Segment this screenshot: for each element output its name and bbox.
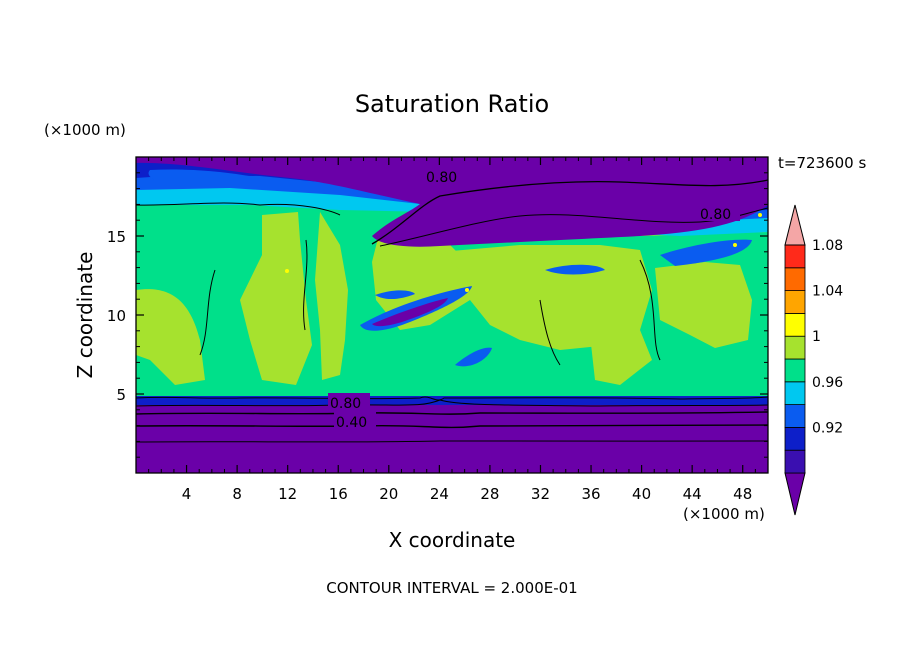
colorbar: 0.92 0.96 1 1.04 1.08 xyxy=(784,204,843,516)
colorbar-cell xyxy=(784,426,806,451)
colorbar-label: 0.96 xyxy=(812,375,843,391)
field-region xyxy=(136,396,768,405)
field-region xyxy=(315,212,348,380)
x-tick-label: 44 xyxy=(683,485,702,503)
field-region xyxy=(148,169,260,185)
x-tick-label: 16 xyxy=(329,485,348,503)
colorbar-cell xyxy=(784,335,806,360)
x-tick-label: 40 xyxy=(632,485,651,503)
colorbar-cell xyxy=(784,312,806,337)
time-label: t=723600 s xyxy=(778,154,866,172)
contour-interval: CONTOUR INTERVAL = 2.000E-01 xyxy=(326,579,577,597)
x-tick-label: 8 xyxy=(232,485,242,503)
field-region xyxy=(136,289,205,385)
contour-label: 0.80 xyxy=(426,170,457,186)
x-tick-label: 48 xyxy=(733,485,752,503)
colorbar-cell xyxy=(784,358,806,383)
x-axis-title: X coordinate xyxy=(389,528,516,552)
field-spot xyxy=(758,213,762,217)
colorbar-label: 0.92 xyxy=(812,420,843,436)
colorbar-cell xyxy=(784,472,806,516)
contour-label: 0.40 xyxy=(336,415,367,431)
x-tick-label: 24 xyxy=(430,485,449,503)
y-unit-label: (×1000 m) xyxy=(44,121,126,139)
colorbar-label: 1 xyxy=(812,329,821,345)
x-tick-label: 32 xyxy=(531,485,550,503)
field-region xyxy=(136,157,768,247)
colorbar-label: 1.04 xyxy=(812,284,843,300)
contour-label: 0.80 xyxy=(700,207,731,223)
x-axis: 4 8 12 16 20 24 28 32 36 40 44 48 xyxy=(148,157,756,503)
x-tick-label: 20 xyxy=(379,485,398,503)
colorbar-cell xyxy=(784,290,806,314)
field-region xyxy=(240,212,312,385)
x-tick-label: 28 xyxy=(480,485,499,503)
field-region xyxy=(136,398,768,473)
x-tick-label: 4 xyxy=(182,485,192,503)
field-spot xyxy=(285,269,289,273)
y-tick-label: 5 xyxy=(116,386,126,404)
field-region xyxy=(375,290,415,300)
x-tick-label: 12 xyxy=(278,485,297,503)
colorbar-cell xyxy=(784,244,806,269)
colorbar-cell xyxy=(784,449,806,474)
x-tick-label: 36 xyxy=(581,485,600,503)
chart-title: Saturation Ratio xyxy=(355,90,549,118)
field-region xyxy=(660,239,752,266)
field-region xyxy=(545,264,605,275)
field-region xyxy=(372,298,448,327)
y-tick-label: 10 xyxy=(107,307,126,325)
field-region xyxy=(455,347,492,367)
colorbar-cell xyxy=(784,204,806,246)
field-spot xyxy=(465,288,469,292)
y-axis-title: Z coordinate xyxy=(73,252,97,379)
y-tick-label: 15 xyxy=(107,228,126,246)
colorbar-cell xyxy=(784,267,806,291)
field-spot xyxy=(733,243,737,247)
field-region xyxy=(655,262,752,348)
x-unit-label: (×1000 m) xyxy=(683,505,765,523)
colorbar-cell xyxy=(784,404,806,428)
field-region xyxy=(590,330,652,385)
contour-label: 0.80 xyxy=(330,396,361,412)
colorbar-label: 1.08 xyxy=(812,238,843,254)
plot-field xyxy=(136,157,768,473)
y-axis: 5 10 15 xyxy=(107,172,768,458)
colorbar-cell xyxy=(784,381,806,405)
